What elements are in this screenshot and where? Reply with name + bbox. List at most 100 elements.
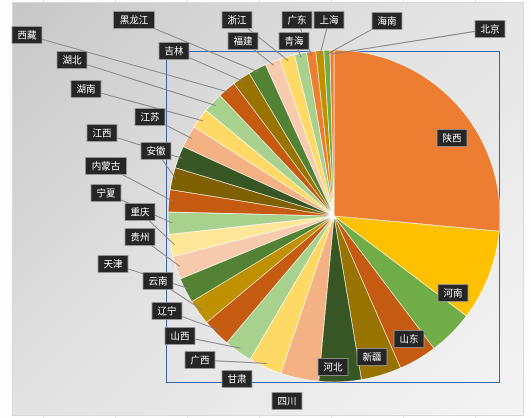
data-label-29[interactable]: 海南 [371,12,403,30]
data-label-box-10 [142,272,174,290]
data-label-17[interactable]: 江西 [86,124,118,142]
data-label-text-0: 陕西 [442,133,461,145]
data-label-28[interactable]: 上海 [313,11,345,29]
data-label-text-18: 江苏 [140,112,160,124]
data-label-14[interactable]: 宁夏 [90,184,122,202]
data-label-text-22: 吉林 [164,46,184,58]
data-label-box-2 [393,330,425,348]
data-label-23[interactable]: 黑龙江 [113,11,155,29]
data-label-box-30 [474,20,506,38]
data-label-30[interactable]: 北京 [474,20,506,38]
leader-line-30 [331,28,491,55]
data-label-text-21: 西藏 [17,30,37,42]
data-label-6[interactable]: 甘肃 [221,370,253,388]
data-label-9[interactable]: 辽宁 [151,302,183,320]
data-label-text-19: 湖南 [76,84,95,96]
data-label-text-25: 浙江 [227,15,247,27]
data-label-text-12: 贵州 [130,232,149,244]
data-label-4[interactable]: 河北 [317,358,349,376]
data-label-box-13 [124,203,156,221]
data-label-box-19 [70,80,102,98]
data-label-text-16: 安徽 [146,146,166,158]
data-label-5[interactable]: 四川 [271,392,303,410]
data-label-box-22 [158,42,190,60]
data-label-text-2: 山东 [399,334,418,346]
data-label-box-9 [151,302,183,320]
data-label-text-28: 上海 [319,15,339,27]
data-label-box-5 [271,392,303,410]
data-label-box-8 [164,327,196,345]
data-label-text-6: 甘肃 [227,374,246,386]
data-label-box-0 [436,129,468,147]
data-label-12[interactable]: 贵州 [124,228,156,246]
data-label-text-1: 河南 [443,288,462,300]
data-label-7[interactable]: 广西 [184,351,216,369]
data-label-2[interactable]: 山东 [393,330,425,348]
data-label-box-28 [313,11,345,29]
data-label-text-8: 山西 [170,332,189,343]
data-label-text-15: 内蒙古 [92,161,121,173]
data-label-15[interactable]: 内蒙古 [85,157,127,175]
data-label-box-6 [221,370,253,388]
data-label-11[interactable]: 天津 [97,255,129,273]
data-label-text-30: 北京 [480,24,499,36]
pie-slice-0[interactable] [333,49,501,232]
data-label-13[interactable]: 重庆 [124,203,156,221]
data-label-box-3 [356,348,388,366]
data-label-text-27: 广东 [287,15,306,27]
data-label-19[interactable]: 湖南 [70,80,102,98]
data-label-0[interactable]: 陕西 [436,129,468,147]
leader-line-21 [26,34,230,93]
leader-line-20 [71,59,216,106]
data-label-box-11 [97,255,129,273]
data-label-3[interactable]: 新疆 [356,348,388,366]
data-label-box-24 [227,32,259,50]
data-label-16[interactable]: 安徽 [140,142,172,160]
data-label-text-9: 辽宁 [157,306,176,318]
data-label-text-13: 重庆 [130,207,150,219]
data-label-24[interactable]: 福建 [227,32,259,50]
data-label-25[interactable]: 浙江 [221,11,253,29]
data-label-21[interactable]: 西藏 [11,26,43,44]
data-label-box-16 [140,142,172,160]
data-label-box-27 [281,11,313,29]
data-label-1[interactable]: 河南 [437,284,469,302]
pie-slices [167,49,501,383]
data-label-box-20 [56,51,88,69]
data-label-8[interactable]: 山西 [164,327,196,345]
data-label-10[interactable]: 云南 [142,272,174,290]
data-label-box-17 [86,124,118,142]
data-label-text-5: 四川 [277,397,296,408]
data-label-box-15 [85,157,127,175]
data-label-box-25 [221,11,253,29]
data-label-text-10: 云南 [148,276,167,288]
data-label-box-12 [124,228,156,246]
data-label-text-26: 青海 [284,36,304,48]
data-label-box-29 [371,12,403,30]
data-label-text-7: 广西 [190,355,209,367]
data-label-text-11: 天津 [103,260,123,271]
data-label-text-17: 江西 [92,129,111,140]
data-label-text-4: 河北 [323,362,343,374]
data-label-26[interactable]: 青海 [278,32,310,50]
data-label-text-14: 宁夏 [96,188,116,200]
data-label-box-7 [184,351,216,369]
data-label-box-14 [90,184,122,202]
data-label-text-23: 黑龙江 [120,15,149,27]
data-label-box-18 [134,108,166,126]
data-label-text-20: 湖北 [62,56,82,67]
leader-line-19 [85,88,204,122]
data-label-22[interactable]: 吉林 [158,42,190,60]
data-label-18[interactable]: 江苏 [134,108,166,126]
data-label-box-4 [317,358,349,376]
data-label-text-29: 海南 [377,16,396,28]
data-label-box-21 [11,26,43,44]
data-label-20[interactable]: 湖北 [56,51,88,69]
data-label-text-3: 新疆 [362,352,382,364]
data-label-27[interactable]: 广东 [281,11,313,29]
data-label-box-1 [437,284,469,302]
data-label-text-24: 福建 [233,36,253,48]
data-label-box-26 [278,32,310,50]
